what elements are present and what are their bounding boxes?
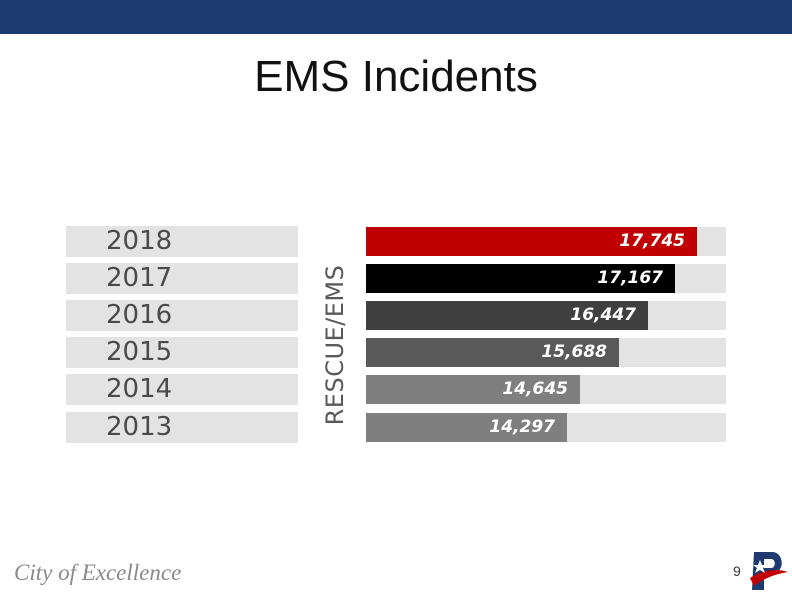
slide-title: EMS Incidents (254, 52, 538, 101)
bar-2018: 17,745 (366, 227, 697, 256)
bar-2014: 14,645 (366, 375, 580, 404)
bar-2015: 15,688 (366, 338, 619, 367)
bar-track-2015: 15,688 (366, 338, 726, 367)
category-axis-label-text: RESCUE/EMS (321, 264, 349, 426)
header-band (0, 0, 792, 34)
bar-2013: 14,297 (366, 413, 567, 442)
year-label-2016: 2016 (66, 300, 298, 331)
bar-value-label-2014: 14,645 (502, 379, 568, 399)
bar-2017: 17,167 (366, 264, 675, 293)
bar-value-label-2018: 17,745 (619, 231, 685, 251)
bar-value-label-2017: 17,167 (597, 268, 663, 288)
city-p-star-logo-icon (750, 552, 788, 590)
bar-track-2013: 14,297 (366, 413, 726, 442)
bar-value-label-2013: 14,297 (489, 417, 555, 437)
bar-value-label-2016: 16,447 (570, 305, 636, 325)
year-label-2013: 2013 (66, 412, 298, 443)
bar-value-label-2015: 15,688 (541, 342, 607, 362)
bar-track-2017: 17,167 (366, 264, 726, 293)
year-label-2018: 2018 (66, 226, 298, 257)
category-axis-label: RESCUE/EMS (317, 250, 353, 440)
city-of-excellence-logo: City of Excellence (14, 560, 182, 585)
year-label-2014: 2014 (66, 374, 298, 405)
bar-track-2014: 14,645 (366, 375, 726, 404)
year-label-2015: 2015 (66, 337, 298, 368)
bar-2016: 16,447 (366, 301, 648, 330)
bar-track-2016: 16,447 (366, 301, 726, 330)
year-label-2017: 2017 (66, 263, 298, 294)
bar-track-2018: 17,745 (366, 227, 726, 256)
page-number: 9 (733, 563, 741, 579)
